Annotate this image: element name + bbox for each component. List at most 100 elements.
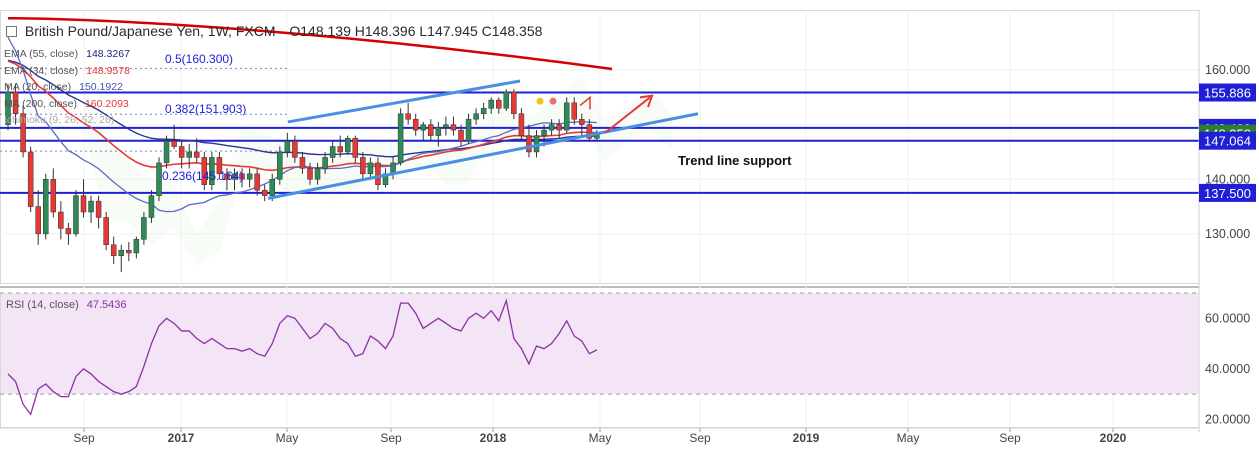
candle-body [586,124,593,139]
trendlines [267,79,699,200]
candle-body [73,195,79,235]
y-tick-label: 130.000 [1205,227,1250,241]
ohlc-open: O148.139 [289,23,351,39]
candle-body [201,157,208,185]
rsi-label: RSI (14, close) [6,299,79,311]
candle-body [375,162,381,185]
candle-body [556,124,562,131]
ohlc-close: C148.358 [481,23,543,39]
candle-body [443,124,449,128]
candle-body [541,129,547,136]
x-tick-label: 2019 [793,431,820,445]
candle-body [110,244,117,256]
forecast-arrowhead [639,94,654,108]
rsi-y-tick-label: 40.0000 [1205,362,1250,376]
price-badge-label: 137.500 [1204,186,1251,201]
legend-ema34-value: 148.9578 [86,64,130,77]
candle-body [216,157,223,175]
x-tick-label: Sep [73,431,95,445]
candle-body [269,179,275,196]
candle-body [194,151,200,158]
candle-body [563,102,570,131]
candle-body [337,146,343,153]
price-badge-3 [1199,131,1256,150]
candlestick-series [5,83,600,273]
candle-body [118,249,124,256]
legend-ichimoku[interactable]: Ichimoku (9, 26, 52, 26) [4,114,115,127]
candle-body [133,239,140,254]
candle-body [360,157,366,175]
candle-body [20,113,26,153]
candle-body [178,146,185,158]
x-tick-label: May [897,431,920,445]
rsi-band-fill [1,293,1198,395]
candle-body [518,113,525,136]
x-tick-label: Sep [999,431,1021,445]
x-tick-label: Sep [380,431,402,445]
candle-body [397,113,404,164]
candle-body [329,146,336,158]
candle-body [428,124,434,136]
candle-body [50,179,57,213]
legend-ma200-value: 160.2093 [84,97,129,110]
candle-body [579,118,585,125]
legend-ema34[interactable]: EMA (34, close) 148.9578 [4,64,130,77]
ma200-line [7,16,613,71]
price-badge-4 [1199,183,1256,202]
candle-body [292,140,298,158]
candle-body [307,168,313,180]
candle-body [420,124,426,131]
candle-body [171,140,177,147]
candle-body [239,173,245,180]
candle-body [43,179,49,235]
candle-body [450,124,457,131]
candle-body [261,189,268,196]
legend-ma200[interactable]: MA (200, close) 160.2093 [4,97,129,110]
candle-body [345,138,351,153]
ohlc-high: H148.396 [354,23,416,39]
candle-body [299,157,306,169]
candle-body [224,173,230,180]
candle-body [571,102,577,120]
fib-label-05: 0.5(160.300) [165,52,233,66]
y-tick-label: 160.000 [1205,63,1250,77]
x-tick-label: May [276,431,299,445]
rsi-y-tick-label: 20.0000 [1205,412,1250,426]
chart-header: British Pound/Japanese Yen, 1W, FXCM O14… [6,23,542,39]
candle-body [526,135,532,153]
candle-body [5,91,11,125]
candle-body [27,151,34,207]
forecast-arrow [604,96,651,134]
marker-dot [536,97,544,105]
legend-ma20[interactable]: MA (20, close) 150.1922 [4,81,123,94]
candle-body [496,99,502,109]
x-tick-label: Sep [689,431,711,445]
price-badge-0 [1199,83,1256,102]
rsi-legend[interactable]: RSI (14, close) 47.5436 [6,299,127,311]
collapse-icon[interactable] [6,26,17,37]
candle-body [148,195,155,218]
candle-body [163,140,170,164]
candle-body [80,195,87,213]
upper-trendline [287,79,521,124]
x-tick-label: 2017 [168,431,195,445]
candle-body [405,113,411,120]
lower-trendline [267,112,699,200]
fib-label-0382: 0.382(151.903) [165,102,246,116]
rsi-line [7,298,598,416]
candle-body [480,108,487,114]
legend-ma20-value: 150.1922 [79,81,123,94]
candle-body [186,151,192,158]
candle-body [58,211,64,229]
rsi-y-tick-label: 60.0000 [1205,311,1250,325]
candle-body [352,138,359,158]
candle-body [367,162,374,175]
candle-body [322,157,328,169]
y-tick-label: 140.000 [1205,172,1250,186]
candle-body [277,151,283,180]
price-badge-label: 147.064 [1204,134,1251,149]
rsi-value: 47.5436 [86,299,127,311]
candle-body [103,217,109,246]
legend-ema55[interactable]: EMA (55, close) 148.3267 [4,48,130,60]
